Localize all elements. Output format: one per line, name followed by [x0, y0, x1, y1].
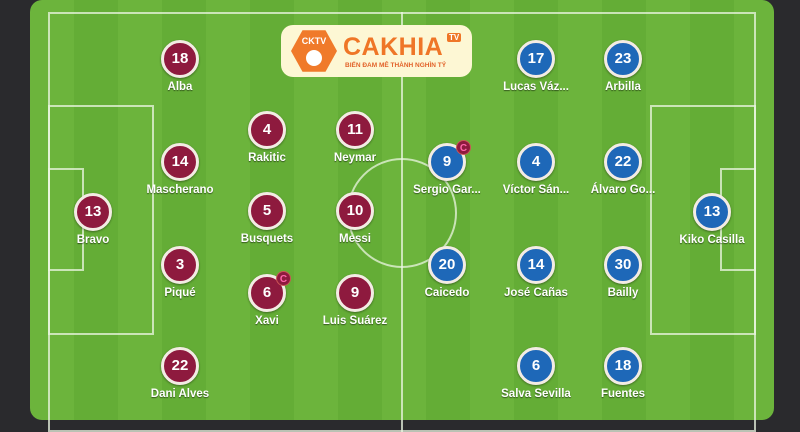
player-number-badge: 6 [517, 347, 555, 385]
player-number-badge: 18 [161, 40, 199, 78]
player-number-badge: 9 [336, 274, 374, 312]
player-name: Víctor Sán... [502, 184, 570, 196]
logo-slogan: BIẾN ĐAM MÊ THÀNH NGHÌN TỶ [345, 62, 447, 69]
player-name: Salva Sevilla [501, 388, 571, 400]
player-name: Messi [339, 233, 371, 245]
player-name: Neymar [333, 152, 377, 164]
player-name: Alba [167, 81, 193, 93]
away-player[interactable]: 13 Kiko Casilla [652, 193, 772, 246]
away-player[interactable]: 17 Lucas Váz... [476, 40, 596, 93]
player-name: Xavi [255, 315, 279, 327]
away-player[interactable]: 4 Víctor Sán... [476, 143, 596, 196]
player-name: Lucas Váz... [503, 81, 569, 93]
player-number-badge: 30 [604, 246, 642, 284]
logo-tv: TV [447, 33, 462, 42]
home-player[interactable]: 5 Busquets [207, 192, 327, 245]
player-name: Busquets [240, 233, 294, 245]
player-number-badge: 14 [517, 246, 555, 284]
away-player[interactable]: 6 Salva Sevilla [476, 347, 596, 400]
away-player[interactable]: 30 Bailly [563, 246, 683, 299]
home-player[interactable]: 9 Luis Suárez [295, 274, 415, 327]
home-player[interactable]: 13 Bravo [33, 193, 153, 246]
player-number-badge: 10 [336, 192, 374, 230]
away-player[interactable]: 18 Fuentes [563, 347, 683, 400]
home-player[interactable]: 22 Dani Alves [120, 347, 240, 400]
player-name: Mascherano [146, 184, 214, 196]
player-number-badge: 22 [161, 347, 199, 385]
home-player[interactable]: 10 Messi [295, 192, 415, 245]
player-name: Arbilla [605, 81, 641, 93]
player-name: Fuentes [600, 388, 646, 400]
player-number-badge: 13 [693, 193, 731, 231]
home-player[interactable]: 4 Rakitic [207, 111, 327, 164]
away-player[interactable]: 14 José Cañas [476, 246, 596, 299]
home-player[interactable]: 6 C Xavi [207, 271, 327, 327]
player-name: Álvaro Go... [590, 184, 656, 196]
player-number-badge: 3 [161, 246, 199, 284]
logo-brand: CAKHIA [343, 33, 444, 61]
player-name: Caicedo [424, 287, 470, 299]
player-number-badge: 4 [248, 111, 286, 149]
away-player[interactable]: 20 Caicedo [387, 246, 507, 299]
captain-badge: C [456, 140, 471, 155]
player-name: Bravo [76, 234, 110, 246]
player-number-badge: 4 [517, 143, 555, 181]
player-name: Sergio Gar... [413, 184, 481, 196]
player-number-badge: 23 [604, 40, 642, 78]
player-number-badge: 22 [604, 143, 642, 181]
player-name: Rakitic [248, 152, 286, 164]
away-player[interactable]: 22 Álvaro Go... [563, 143, 683, 196]
player-number-badge: 20 [428, 246, 466, 284]
cakhia-logo: CKTV CAKHIA TV BIẾN ĐAM MÊ THÀNH NGHÌN T… [281, 25, 472, 77]
logo-badge-icon: CKTV [291, 30, 337, 72]
home-player[interactable]: 11 Neymar [295, 111, 415, 164]
home-player[interactable]: 14 Mascherano [120, 143, 240, 196]
player-name: Dani Alves [150, 388, 210, 400]
player-name: Kiko Casilla [679, 234, 745, 246]
away-player[interactable]: 9 C Sergio Gar... [387, 140, 507, 196]
captain-badge: C [276, 271, 291, 286]
player-name: Piqué [164, 287, 196, 299]
home-player[interactable]: 3 Piqué [120, 246, 240, 299]
player-number-badge: 17 [517, 40, 555, 78]
player-number-badge: 11 [336, 111, 374, 149]
player-number-badge: 5 [248, 192, 286, 230]
player-name: Luis Suárez [322, 315, 388, 327]
player-number-badge: 14 [161, 143, 199, 181]
home-player[interactable]: 18 Alba [120, 40, 240, 93]
player-number-badge: 18 [604, 347, 642, 385]
away-player[interactable]: 23 Arbilla [563, 40, 683, 93]
player-name: Bailly [607, 287, 639, 299]
player-name: José Cañas [504, 287, 568, 299]
player-number-badge: 13 [74, 193, 112, 231]
